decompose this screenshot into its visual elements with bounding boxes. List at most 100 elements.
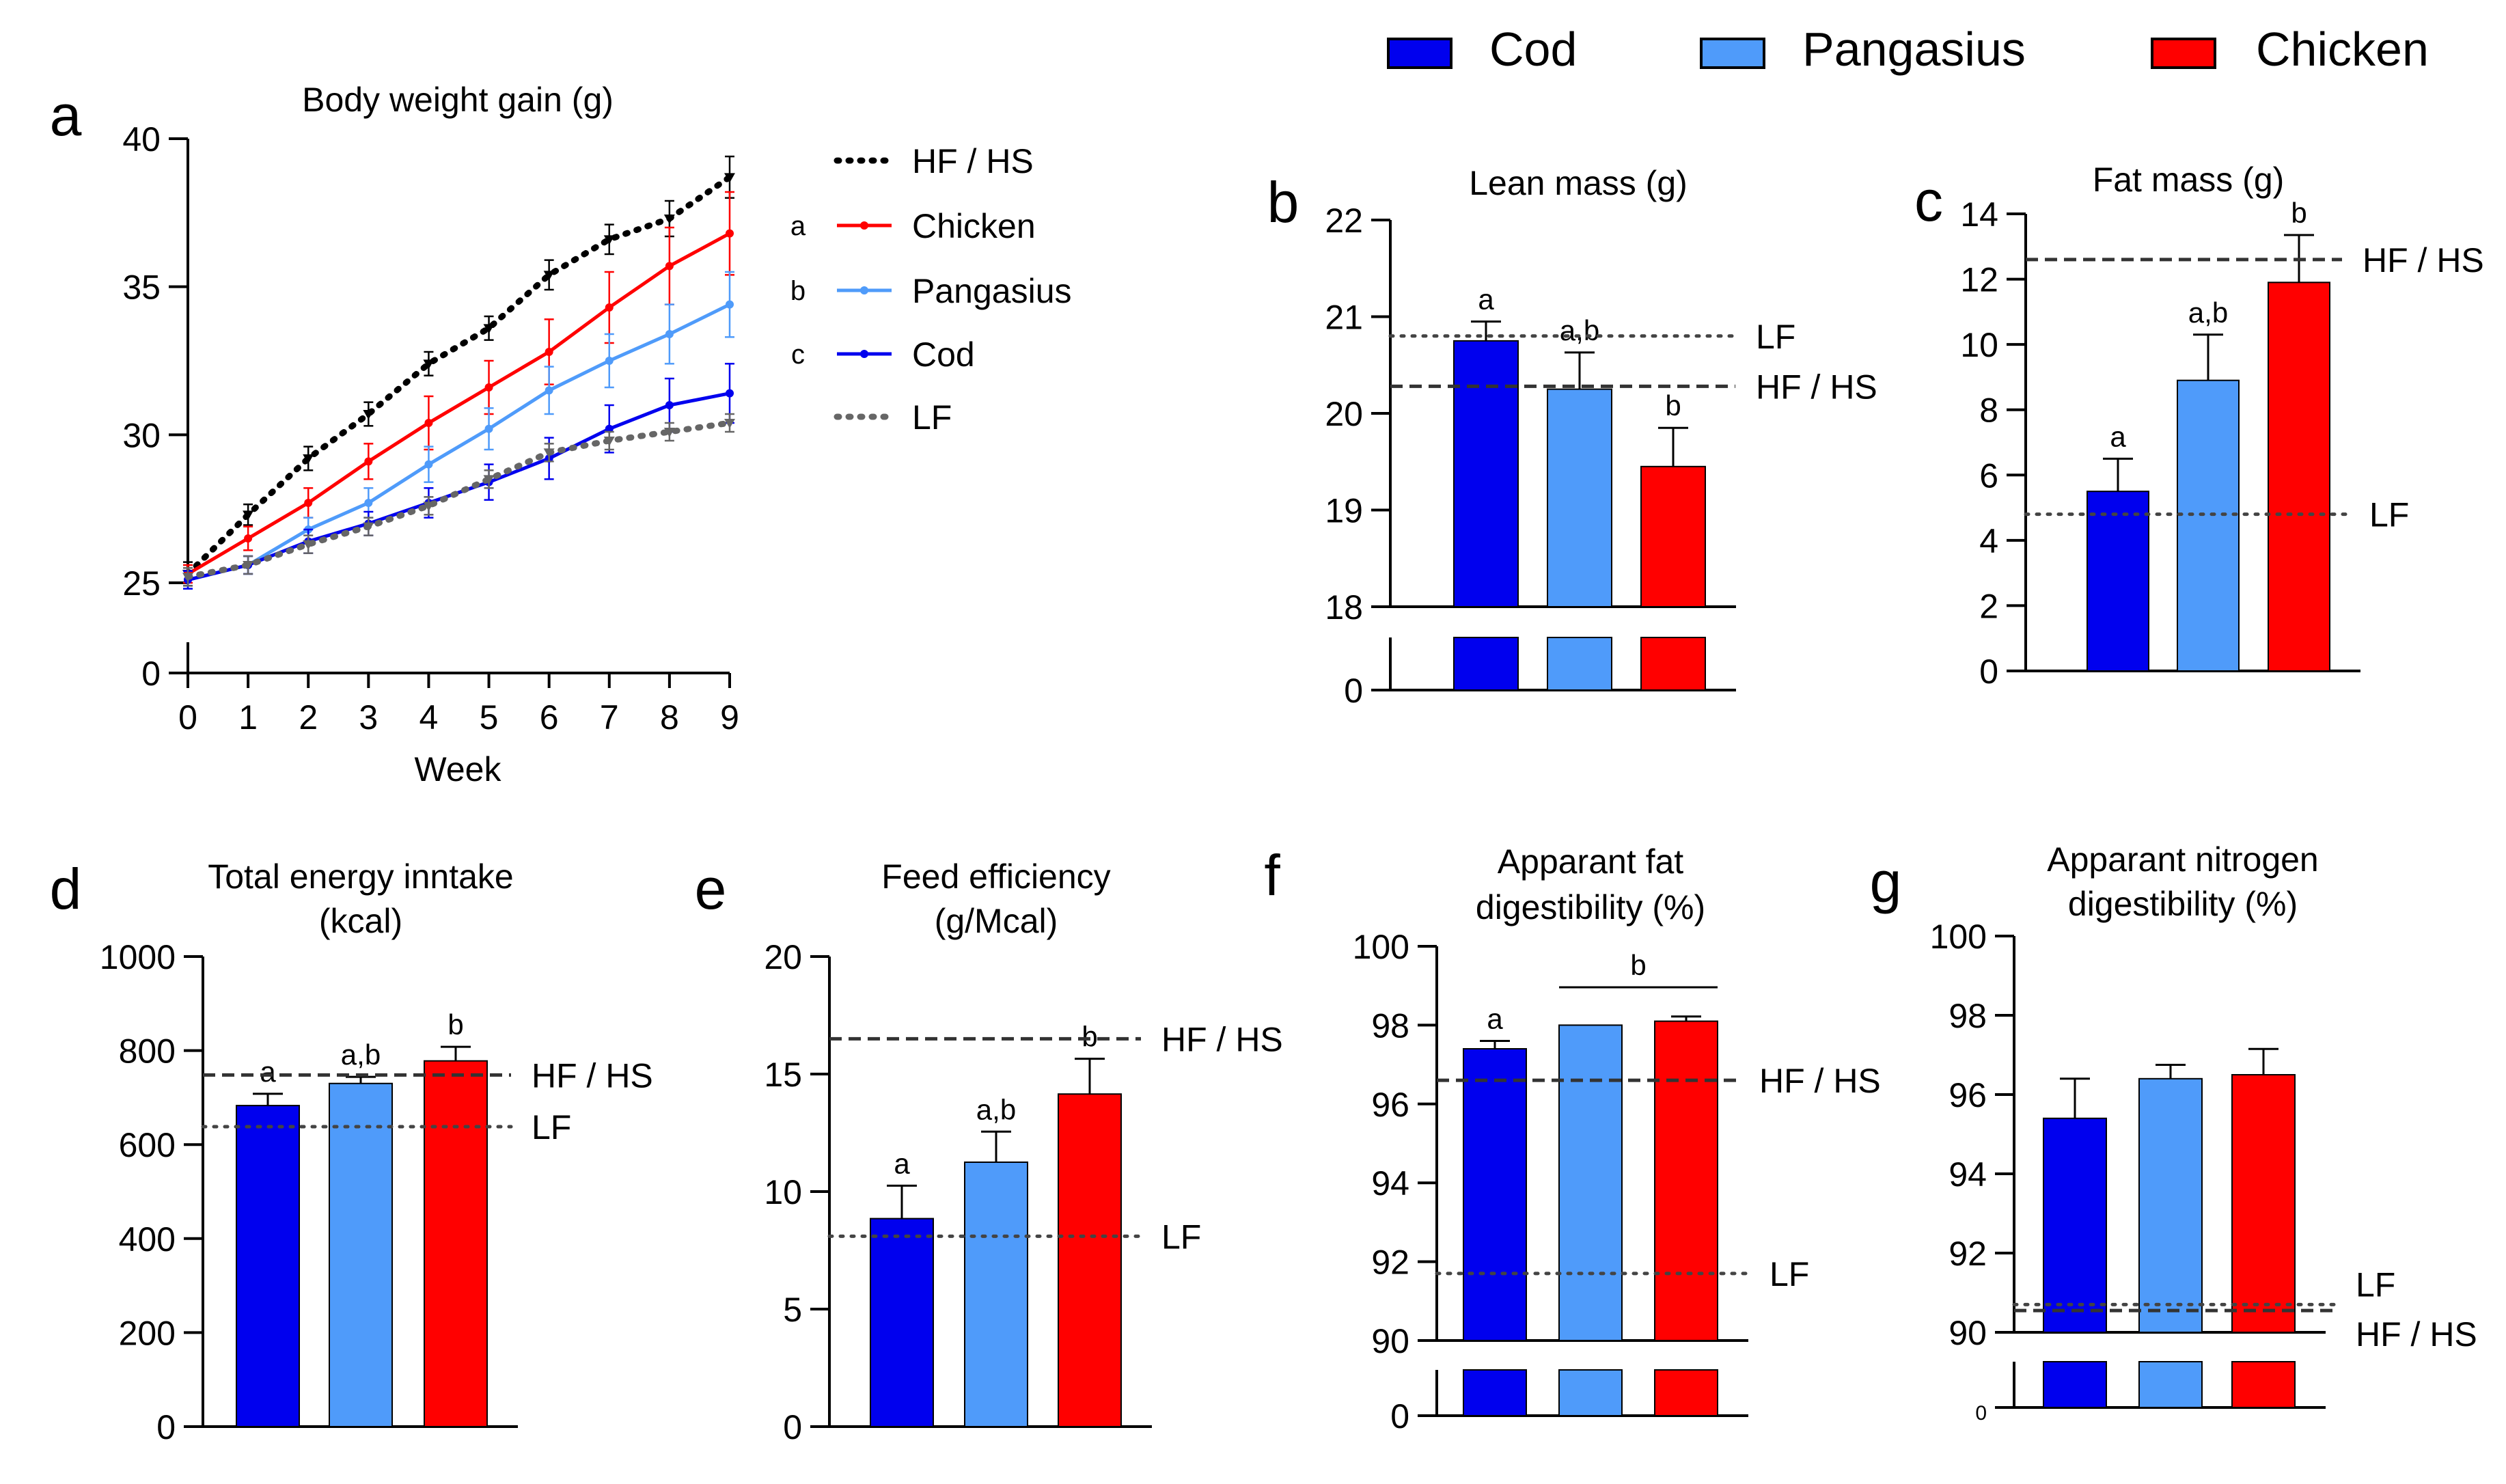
y-tick-label: 15 <box>764 1056 802 1094</box>
data-point-pangasius <box>545 386 553 395</box>
data-point-hfhs <box>603 235 615 245</box>
data-point-hfhs <box>663 215 675 224</box>
bar-pangasius <box>1558 1024 1623 1342</box>
bar-cod <box>1453 340 1519 607</box>
chart-title: Total energy inntake <box>208 857 514 896</box>
significance-letter-chicken: a <box>790 211 806 241</box>
reference-label-hfhs: HF / HS <box>1759 1062 1881 1100</box>
x-tick-label: 9 <box>720 698 739 737</box>
data-point-chicken <box>665 262 674 271</box>
y-tick-label: 600 <box>119 1126 176 1164</box>
series-line-pangasius <box>187 303 731 582</box>
significance-letter-cod: c <box>791 340 805 370</box>
bar-lower-cod <box>1463 1369 1527 1416</box>
bar-chicken <box>424 1060 488 1427</box>
data-point-lf <box>543 448 555 458</box>
bar-lower-cod <box>1453 637 1519 691</box>
data-point-lf <box>603 437 615 446</box>
chart-title: Feed efficiency <box>881 857 1110 896</box>
reference-label-hfhs: HF / HS <box>1161 1020 1283 1058</box>
y-tick-label: 98 <box>1371 1006 1409 1045</box>
y-tick-label: 96 <box>1949 1076 1987 1114</box>
reference-label-lf: LF <box>1161 1218 1201 1256</box>
reference-label-hfhs: HF / HS <box>2356 1315 2477 1354</box>
bar-cod <box>2043 1117 2107 1334</box>
bar-lower-chicken <box>2231 1361 2296 1408</box>
data-point-hfhs <box>303 454 314 464</box>
reference-label-lf: LF <box>2356 1265 2395 1304</box>
legend-swatch-pangasius <box>1700 38 1765 69</box>
data-point-pangasius <box>605 357 614 365</box>
significance-letter-cod: a <box>1487 1002 1503 1034</box>
bar-pangasius <box>1547 388 1612 607</box>
data-point-chicken <box>545 348 553 356</box>
data-point-hfhs <box>243 510 254 521</box>
legend-label-chicken: Chicken <box>912 207 1036 245</box>
chart-title: digestibility (%) <box>1476 888 1705 926</box>
y-tick-label: 6 <box>1979 456 1998 495</box>
bar-chicken <box>1058 1093 1122 1427</box>
chart-title: Apparant nitrogen <box>2047 840 2319 879</box>
y-tick-label: 1000 <box>100 938 176 976</box>
significance-letter-pangasius: a,b <box>1560 314 1599 346</box>
bar-cod <box>870 1218 934 1428</box>
reference-label-hfhs: HF / HS <box>1756 368 1877 406</box>
y-tick-label: 14 <box>1960 195 1998 234</box>
data-point-pangasius <box>484 424 493 433</box>
data-point-hfhs <box>363 410 374 420</box>
y-tick-label: 30 <box>122 416 161 454</box>
x-tick-label: 1 <box>238 698 258 737</box>
bar-lower-chicken <box>1640 637 1706 691</box>
chart-title: Lean mass (g) <box>1469 164 1688 202</box>
data-point-hfhs <box>423 359 435 370</box>
data-point-lf <box>303 540 314 550</box>
top-legend: Cod Pangasius Chicken <box>1387 23 2429 76</box>
significance-bracket-label: b <box>1630 949 1646 981</box>
y-tick-label: 800 <box>119 1032 176 1071</box>
y-tick-label: 0 <box>1344 672 1363 710</box>
x-tick-label: 0 <box>178 698 197 737</box>
data-point-lf <box>423 501 435 512</box>
bar-pangasius <box>964 1162 1028 1427</box>
data-point-pangasius <box>726 300 734 309</box>
panel-letter: a <box>50 83 82 148</box>
legend-marker-pangasius <box>860 286 868 294</box>
significance-letter-chicken: b <box>2291 197 2307 229</box>
reference-label-lf: LF <box>1770 1255 1809 1293</box>
y-tick-label: 20 <box>764 938 802 976</box>
y-tick-label: 10 <box>764 1173 802 1211</box>
significance-letter-pangasius: a,b <box>2188 297 2228 329</box>
x-tick-label: 4 <box>419 698 439 737</box>
bar-pangasius <box>2177 379 2240 672</box>
chart-title: digestibility (%) <box>2068 885 2298 923</box>
data-point-pangasius <box>424 460 433 469</box>
bar-cod <box>1463 1048 1527 1342</box>
series-line-lf <box>184 420 733 580</box>
y-tick-label: 5 <box>783 1291 802 1329</box>
panel-letter: d <box>50 857 82 921</box>
series-line-chicken <box>187 232 731 576</box>
legend-swatch-chicken <box>2151 38 2216 69</box>
y-tick-label: 94 <box>1949 1155 1987 1194</box>
y-tick-label: 100 <box>1930 918 1987 956</box>
bar-lower-pangasius <box>1558 1369 1623 1416</box>
legend-label-pangasius: Pangasius <box>912 272 1072 310</box>
data-point-chicken <box>605 303 614 312</box>
data-point-lf <box>243 561 254 571</box>
significance-letter-chicken: b <box>448 1008 463 1041</box>
reference-label-lf: LF <box>532 1108 571 1146</box>
y-tick-label: 19 <box>1325 492 1363 530</box>
data-point-chicken <box>364 457 373 466</box>
significance-letter-chicken: b <box>1082 1021 1097 1053</box>
y-tick-label: 400 <box>119 1220 176 1259</box>
x-tick-label: 8 <box>660 698 679 737</box>
y-tick-label: 96 <box>1371 1086 1409 1124</box>
y-tick-label: 20 <box>1325 395 1363 433</box>
legend-label-cod: Cod <box>1489 23 1577 76</box>
significance-letter-pangasius: b <box>790 276 806 306</box>
data-point-lf <box>363 522 374 532</box>
y-tick-label: 2 <box>1979 587 1998 625</box>
data-point-lf <box>724 419 735 428</box>
reference-label-lf: LF <box>2369 496 2409 534</box>
